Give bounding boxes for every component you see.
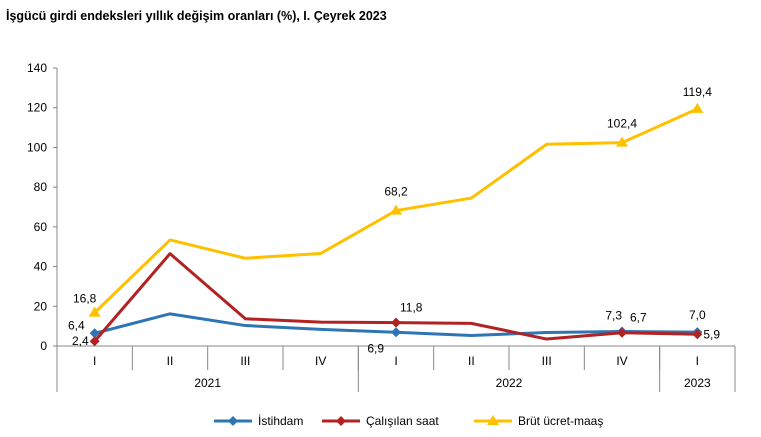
data-point <box>228 416 238 426</box>
data-label: 68,2 <box>384 185 408 199</box>
data-label: 2,4 <box>72 334 89 348</box>
data-label: 16,8 <box>73 292 97 306</box>
y-tick-label: 20 <box>34 299 48 313</box>
data-point <box>617 327 627 338</box>
data-point <box>691 102 704 113</box>
series-3 <box>88 102 704 317</box>
x-tick-label: IV <box>616 354 627 368</box>
series-layer <box>88 102 704 347</box>
y-tick-label: 140 <box>27 61 47 75</box>
series-1 <box>89 312 703 339</box>
x-tick-label: I <box>93 354 96 368</box>
x-tick-label: III <box>240 354 250 368</box>
x-tick-label: I <box>394 354 397 368</box>
data-label: 102,4 <box>607 117 637 131</box>
x-tick-label: II <box>468 354 475 368</box>
year-label: 2023 <box>684 376 711 390</box>
data-label: 119,4 <box>683 85 712 99</box>
legend-item: İstihdam <box>214 414 303 428</box>
data-point <box>692 329 703 340</box>
y-tick-label: 120 <box>27 101 47 115</box>
data-label: 7,0 <box>689 308 706 322</box>
data-label: 6,4 <box>68 318 85 332</box>
data-label: 6,7 <box>630 311 647 325</box>
legend-label: İstihdam <box>258 414 303 428</box>
data-point <box>89 328 100 339</box>
y-tick-label: 80 <box>34 180 48 194</box>
legend-item: Çalışılan saat <box>322 414 439 428</box>
data-label: 6,9 <box>367 341 384 355</box>
data-point <box>88 306 101 317</box>
data-point <box>487 415 499 425</box>
x-tick-label: IV <box>315 354 326 368</box>
data-label: 7,3 <box>605 309 622 323</box>
x-tick-label: I <box>696 354 699 368</box>
data-label: 5,9 <box>703 327 720 341</box>
legend-label: Çalışılan saat <box>366 414 439 428</box>
chart-title: İşgücü girdi endeksleri yıllık değişim o… <box>6 9 387 23</box>
legend-item: Brüt ücret-maaş <box>474 414 603 428</box>
x-tick-label: III <box>542 354 552 368</box>
data-label: 11,8 <box>400 301 423 315</box>
data-labels: 6,4 6,9 7,3 7,0 2,4 11,8 6,7 5,9 16,8 68,2 102,4 11… <box>68 85 720 355</box>
year-label: 2022 <box>496 376 523 390</box>
data-point <box>390 204 402 215</box>
series-2 <box>89 252 703 347</box>
y-tick-label: 100 <box>27 140 47 154</box>
year-label: 2021 <box>194 376 221 390</box>
y-tick-label: 60 <box>34 220 48 234</box>
y-tick-label: 40 <box>34 260 48 274</box>
x-tick-label: II <box>167 354 174 368</box>
data-point <box>391 317 401 328</box>
data-point <box>89 336 100 347</box>
data-point <box>616 136 628 147</box>
data-point <box>336 416 346 426</box>
legend-label: Brüt ücret-maaş <box>518 414 603 428</box>
legend: İstihdam Çalışılan saat Brüt ücret-maaş <box>214 414 603 428</box>
y-tick-label: 0 <box>40 339 47 353</box>
data-point <box>391 327 401 338</box>
